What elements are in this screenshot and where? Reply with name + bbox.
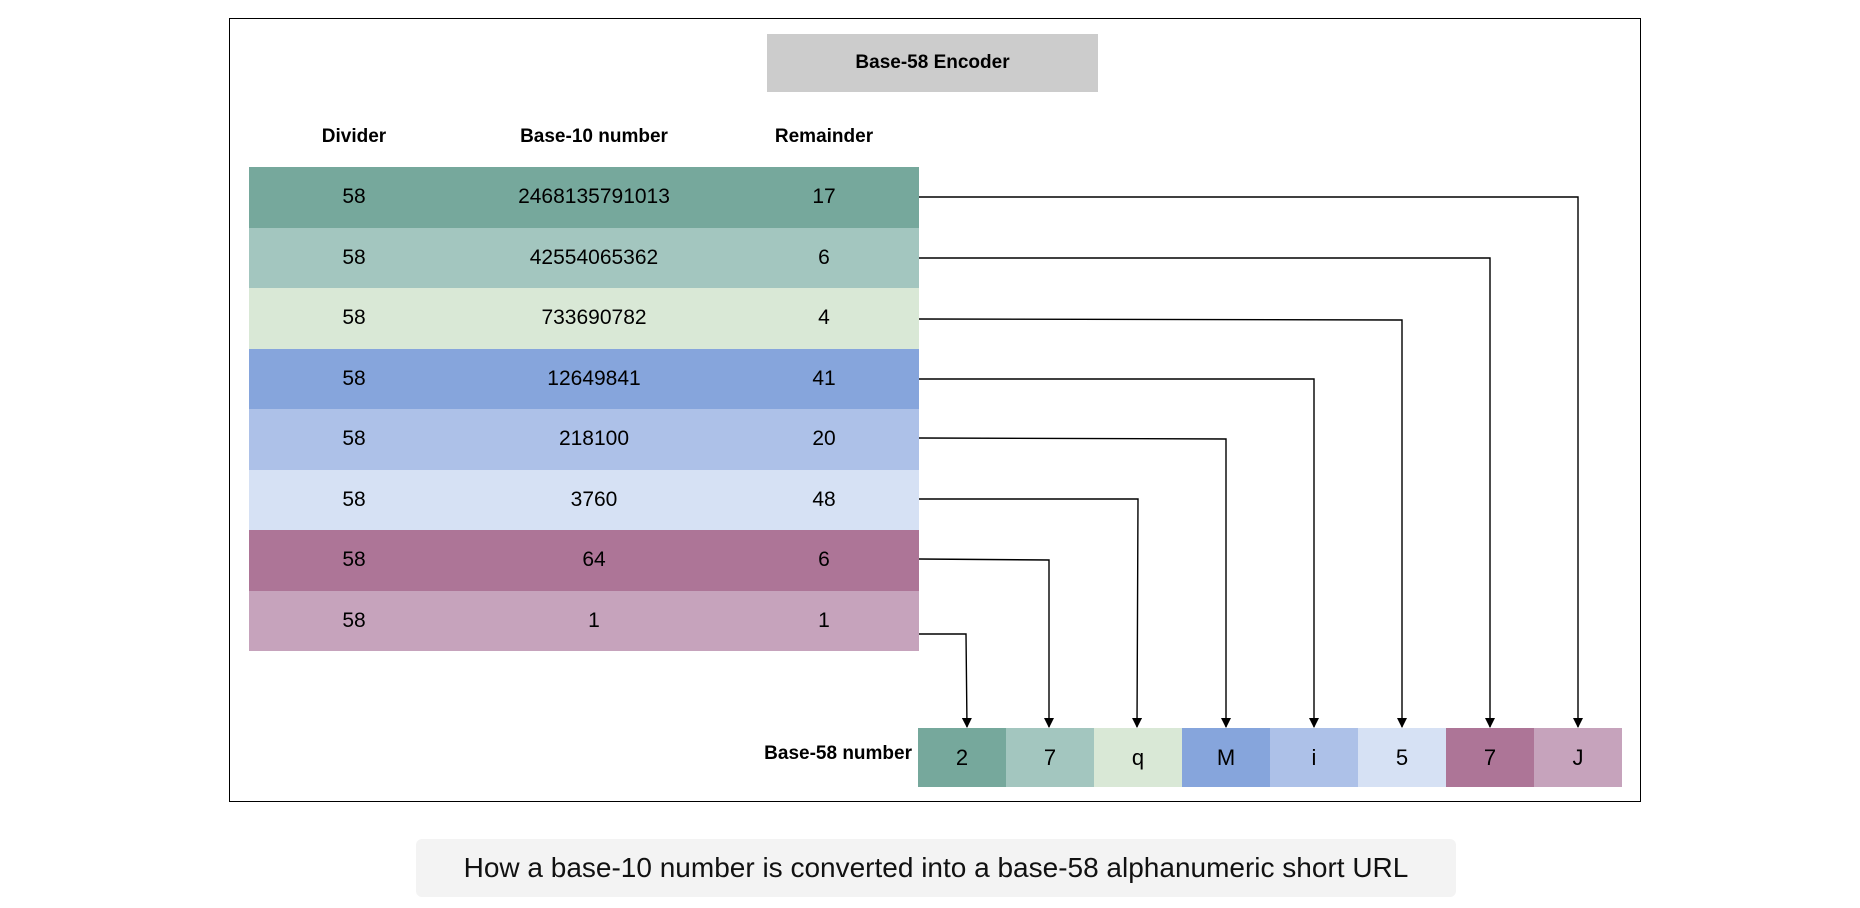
remainder-cell: 6 <box>818 548 830 572</box>
header-base10-number: Base-10 number <box>520 126 668 147</box>
base58-digit: 5 <box>1358 728 1446 787</box>
remainder-cell: 6 <box>818 245 830 269</box>
header-divider: Divider <box>321 126 387 147</box>
base58-digits: 2 7 q M i 5 7 J <box>918 728 1622 787</box>
divider-cell: 58 <box>342 487 366 511</box>
base58-digit: J <box>1534 728 1622 787</box>
number-cell: 12649841 <box>547 366 641 390</box>
number-cell: 3760 <box>570 487 618 511</box>
number-cell: 2468135791013 <box>518 185 670 209</box>
divider-cell: 58 <box>342 185 366 209</box>
division-table: 58 2468135791013 17 58 42554065362 6 58 … <box>249 167 919 651</box>
number-cell: 1 <box>588 608 600 632</box>
base58-digit: q <box>1094 728 1182 787</box>
divider-cell: 58 <box>342 245 366 269</box>
divider-cell: 58 <box>342 427 366 451</box>
diagram-title: Base-58 Encoder <box>767 34 1098 92</box>
remainder-cell: 1 <box>818 608 830 632</box>
base58-number-label: Base-58 number <box>764 743 912 764</box>
base58-digit: i <box>1270 728 1358 787</box>
remainder-cell: 20 <box>812 427 836 451</box>
remainder-cell: 4 <box>818 306 830 330</box>
remainder-cell: 41 <box>812 366 836 390</box>
divider-cell: 58 <box>342 366 366 390</box>
caption: How a base-10 number is converted into a… <box>416 839 1456 897</box>
table-row: 58 12649841 41 <box>249 348 919 409</box>
table-row: 58 3760 48 <box>249 469 919 530</box>
base58-digit: 7 <box>1006 728 1094 787</box>
base58-digit: M <box>1182 728 1270 787</box>
table-row: 58 733690782 4 <box>249 288 919 349</box>
divider-cell: 58 <box>342 608 366 632</box>
remainder-cell: 48 <box>812 487 836 511</box>
number-cell: 42554065362 <box>529 245 659 269</box>
divider-cell: 58 <box>342 306 366 330</box>
table-row: 58 42554065362 6 <box>249 227 919 288</box>
divider-cell: 58 <box>342 548 366 572</box>
number-cell: 64 <box>582 548 606 572</box>
remainder-cell: 17 <box>812 185 836 209</box>
table-row: 58 218100 20 <box>249 409 919 470</box>
number-cell: 218100 <box>558 427 630 451</box>
base58-digit: 7 <box>1446 728 1534 787</box>
table-row: 58 64 6 <box>249 530 919 591</box>
table-row: 58 2468135791013 17 <box>249 167 919 228</box>
table-row: 58 1 1 <box>249 590 919 651</box>
header-remainder: Remainder <box>774 126 874 147</box>
number-cell: 733690782 <box>541 306 647 330</box>
base58-digit: 2 <box>918 728 1006 787</box>
